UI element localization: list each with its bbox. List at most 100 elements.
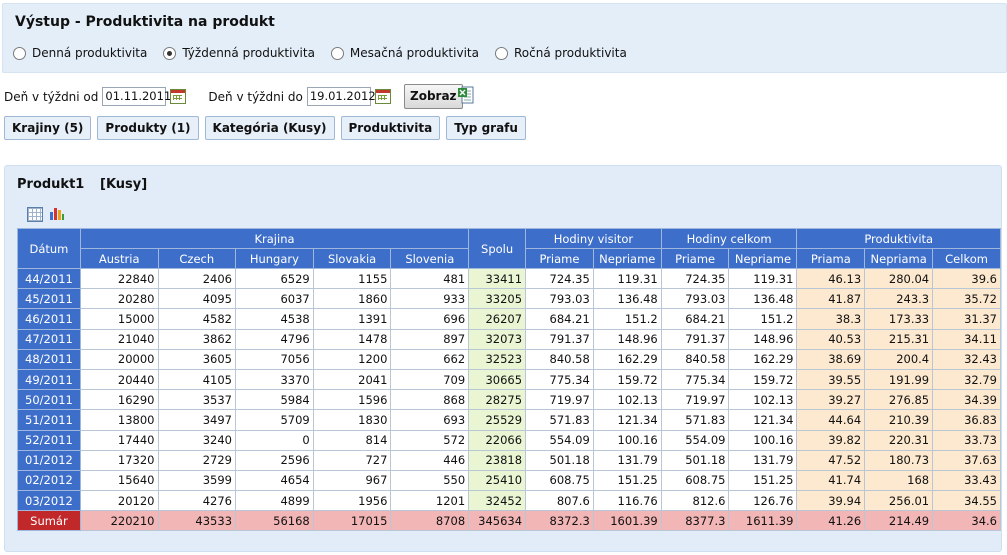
table-cell: 131.79 xyxy=(592,449,662,471)
table-cell: 791.37 xyxy=(525,328,594,350)
radio-weekly[interactable]: Týždenná produktivita xyxy=(163,46,315,60)
table-cell: 151.25 xyxy=(592,469,662,492)
table-cell: 151.2 xyxy=(592,308,662,330)
table-cell: 121.34 xyxy=(592,409,662,431)
table-cell: 148.96 xyxy=(592,328,662,350)
table-cell: 933 xyxy=(390,288,470,310)
table-cell: 501.18 xyxy=(525,449,594,471)
radio-circle[interactable] xyxy=(330,46,344,60)
summary-cell: 34.6 xyxy=(932,510,1001,532)
tab-productivity[interactable]: Produktivita xyxy=(340,116,441,140)
table-cell: 119.31 xyxy=(728,267,798,290)
table-cell: 116.76 xyxy=(592,490,662,512)
show-button[interactable]: Zobraz xyxy=(404,84,463,109)
table-cell: 4276 xyxy=(157,490,237,512)
radio-circle[interactable] xyxy=(13,46,26,60)
table-cell: 20000 xyxy=(79,348,159,370)
radio-monthly[interactable]: Mesačná produktivita xyxy=(330,46,479,60)
table-row: 51/2011 13800 3497 5709 1830 693 25529 571.83 12… xyxy=(17,409,1001,431)
summary-cell: 8372.3 xyxy=(525,510,594,532)
table-cell: 25410 xyxy=(468,469,527,492)
table-cell: 256.01 xyxy=(864,490,934,512)
col-header-country: Austria xyxy=(79,248,159,269)
row-date-cell: 02/2012 xyxy=(17,469,81,492)
table-cell: 15000 xyxy=(79,308,159,330)
row-date-cell: 03/2012 xyxy=(17,490,81,512)
excel-export-icon[interactable] xyxy=(458,86,474,104)
col-header-direct: Priame xyxy=(660,248,730,269)
table-cell: 5709 xyxy=(235,409,314,431)
calendar-icon[interactable] xyxy=(170,89,187,104)
table-cell: 1201 xyxy=(390,490,470,512)
table-cell: 100.16 xyxy=(728,429,798,451)
table-cell: 2406 xyxy=(157,267,237,290)
col-header-indirect: Nepriame xyxy=(592,248,662,269)
table-cell: 4796 xyxy=(235,328,314,350)
table-cell: 608.75 xyxy=(660,469,730,492)
tab-category[interactable]: Kategória (Kusy) xyxy=(204,116,335,140)
table-cell: 22840 xyxy=(79,267,159,290)
row-date-cell: 50/2011 xyxy=(17,389,81,411)
table-cell: 280.04 xyxy=(864,267,934,290)
table-cell: 1956 xyxy=(312,490,392,512)
summary-cell: 41.26 xyxy=(796,510,866,532)
table-cell: 814 xyxy=(312,429,392,451)
radio-daily[interactable]: Denná produktivita xyxy=(13,46,147,60)
table-cell: 1860 xyxy=(312,288,392,310)
tab-products[interactable]: Produkty (1) xyxy=(97,116,199,140)
table-cell: 21040 xyxy=(79,328,159,350)
radio-circle-selected[interactable] xyxy=(163,46,177,60)
table-cell: 34.39 xyxy=(932,389,1001,411)
tab-chart-type[interactable]: Typ grafu xyxy=(446,116,526,140)
product-unit: [Kusy] xyxy=(100,177,148,192)
table-cell: 36.83 xyxy=(932,409,1001,431)
table-cell: 151.2 xyxy=(728,308,798,330)
table-cell: 151.25 xyxy=(728,469,798,492)
table-cell: 46.13 xyxy=(796,267,866,290)
radio-circle[interactable] xyxy=(494,46,508,60)
table-cell: 180.73 xyxy=(864,449,934,471)
table-cell: 3605 xyxy=(157,348,237,370)
table-cell: 162.29 xyxy=(728,348,798,370)
table-cell: 2596 xyxy=(235,449,314,471)
table-cell: 34.11 xyxy=(932,328,1001,350)
table-cell: 191.99 xyxy=(864,368,934,391)
table-cell: 3537 xyxy=(157,389,237,411)
table-view-icon[interactable] xyxy=(27,207,43,222)
table-cell: 4654 xyxy=(235,469,314,492)
table-cell: 37.63 xyxy=(932,449,1001,471)
row-date-cell: 46/2011 xyxy=(17,308,81,330)
table-cell: 168 xyxy=(864,469,934,492)
table-cell: 276.85 xyxy=(864,389,934,411)
table-cell: 1155 xyxy=(312,267,392,290)
to-label: Deň v týždni do xyxy=(208,89,303,104)
table-row: 48/2011 20000 3605 7056 1200 662 32523 840.58 16… xyxy=(17,348,1001,370)
table-cell: 719.97 xyxy=(660,389,730,411)
table-cell: 33205 xyxy=(468,288,527,310)
table-cell: 32073 xyxy=(468,328,527,350)
calendar-icon[interactable] xyxy=(374,89,391,104)
table-cell: 200.4 xyxy=(864,348,934,370)
tab-countries[interactable]: Krajiny (5) xyxy=(4,116,92,140)
radio-yearly[interactable]: Ročná produktivita xyxy=(494,46,627,60)
table-cell: 39.6 xyxy=(932,267,1001,290)
row-date-cell: 52/2011 xyxy=(17,429,81,451)
table-cell: 102.13 xyxy=(728,389,798,411)
table-cell: 35.72 xyxy=(932,288,1001,310)
table-cell: 554.09 xyxy=(660,429,730,451)
table-cell: 38.3 xyxy=(796,308,866,330)
table-cell: 550 xyxy=(390,469,470,492)
summary-label: Sumár xyxy=(17,510,81,532)
table-row: 45/2011 20280 4095 6037 1860 933 33205 793.03 13… xyxy=(17,288,1001,310)
table-cell: 2041 xyxy=(312,368,392,391)
table-cell: 39.94 xyxy=(796,490,866,512)
table-cell: 4105 xyxy=(157,368,237,391)
bar-chart-icon[interactable] xyxy=(49,206,65,221)
table-row: 49/2011 20440 4105 3370 2041 709 30665 775.34 15… xyxy=(17,368,1001,391)
to-date-input[interactable]: 19.01.2012 xyxy=(306,87,376,106)
table-cell: 662 xyxy=(390,348,470,370)
table-cell: 6529 xyxy=(235,267,314,290)
table-cell: 22066 xyxy=(468,429,527,451)
from-date-input[interactable]: 01.11.2011 xyxy=(102,87,171,106)
table-cell: 20120 xyxy=(79,490,159,512)
